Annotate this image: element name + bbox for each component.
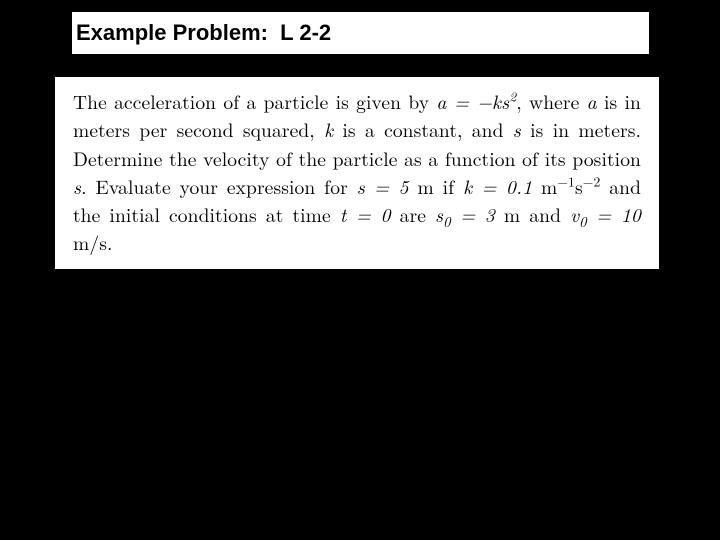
eq-s0: s0 = 3 bbox=[435, 200, 495, 228]
text-seg: . Evaluate your expression for bbox=[81, 172, 357, 200]
var-s: s bbox=[513, 115, 521, 143]
text-seg: , where bbox=[516, 87, 586, 115]
eq-s0-val: = 3 bbox=[451, 200, 495, 228]
slide-title: Example Problem: L 2-2 bbox=[76, 20, 331, 46]
text-seg: if bbox=[434, 172, 463, 200]
unit-m2: m bbox=[495, 200, 520, 228]
text-seg: The acceleration of a particle is given … bbox=[73, 87, 436, 115]
text-seg: is a constant, and bbox=[333, 115, 513, 143]
eq-t0: t = 0 bbox=[340, 200, 391, 228]
problem-box: The acceleration of a particle is given … bbox=[55, 77, 659, 269]
unit-k-exp1: −1 bbox=[557, 171, 575, 190]
text-seg: . bbox=[107, 228, 113, 256]
eq-accel: a = −ks2 bbox=[436, 87, 516, 115]
var-s2: s bbox=[73, 172, 81, 200]
title-band: Example Problem: L 2-2 bbox=[72, 12, 649, 54]
eq-v0-var: v bbox=[570, 200, 579, 228]
eq-s5: s = 5 bbox=[357, 172, 409, 200]
eq-v0-val: = 10 bbox=[587, 200, 641, 228]
eq-accel-base: a = −ks bbox=[436, 87, 509, 115]
text-seg: and bbox=[520, 200, 570, 228]
var-a: a bbox=[587, 87, 597, 115]
unit-m: m bbox=[409, 172, 434, 200]
problem-statement: The acceleration of a particle is given … bbox=[73, 87, 641, 257]
unit-ms: m/s bbox=[73, 228, 107, 256]
unit-k-exp2: −2 bbox=[583, 171, 601, 190]
eq-k: k = 0.1 bbox=[463, 172, 532, 200]
unit-k-s: s bbox=[575, 172, 583, 200]
eq-s0-var: s bbox=[435, 200, 443, 228]
text-seg: are bbox=[391, 200, 435, 228]
unit-k: m−1s−2 bbox=[532, 172, 600, 200]
var-k: k bbox=[324, 115, 333, 143]
eq-v0-sub: 0 bbox=[579, 212, 587, 232]
eq-s0-sub: 0 bbox=[443, 212, 451, 232]
slide: Example Problem: L 2-2 The acceleration … bbox=[0, 0, 720, 540]
eq-v0: v0 = 10 bbox=[570, 200, 641, 228]
unit-k-m: m bbox=[532, 172, 557, 200]
